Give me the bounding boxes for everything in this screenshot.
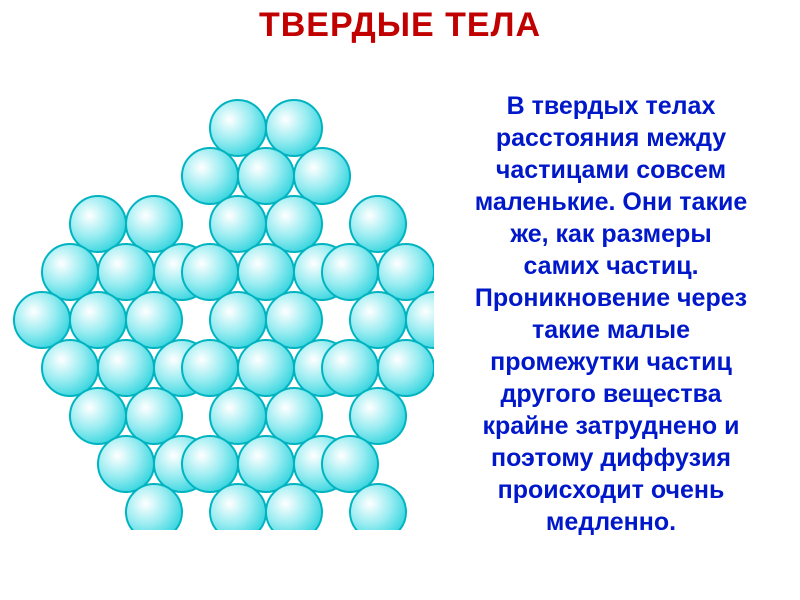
atom [42, 340, 98, 396]
atom [266, 196, 322, 252]
atom [70, 292, 126, 348]
atom [350, 292, 406, 348]
atom [350, 388, 406, 444]
atom [350, 484, 406, 530]
atom [266, 100, 322, 156]
atom [294, 148, 350, 204]
atom [378, 340, 434, 396]
atom [182, 244, 238, 300]
atom [70, 196, 126, 252]
page-title: ТВЕРДЫЕ ТЕЛА [0, 6, 800, 45]
atom [266, 292, 322, 348]
atom [182, 436, 238, 492]
atom [322, 436, 378, 492]
atom [126, 388, 182, 444]
atom [350, 196, 406, 252]
lattice-svg [4, 70, 434, 530]
atom [98, 436, 154, 492]
atom [322, 340, 378, 396]
atom [238, 244, 294, 300]
atom [378, 244, 434, 300]
atom [210, 388, 266, 444]
atom [210, 100, 266, 156]
atom [70, 388, 126, 444]
atom [14, 292, 70, 348]
body-text: В твердых телахрасстояния междучастицами… [446, 90, 776, 538]
atom [238, 340, 294, 396]
atom [182, 148, 238, 204]
atom [210, 484, 266, 530]
atom [266, 484, 322, 530]
atom [266, 388, 322, 444]
atom [238, 148, 294, 204]
atom [210, 196, 266, 252]
atom [126, 484, 182, 530]
atom [238, 436, 294, 492]
atom [42, 244, 98, 300]
atom [126, 196, 182, 252]
atom [210, 292, 266, 348]
atom [98, 244, 154, 300]
atom [126, 292, 182, 348]
atom [98, 340, 154, 396]
atom [182, 340, 238, 396]
atom [322, 244, 378, 300]
solid-lattice-diagram [4, 70, 434, 535]
